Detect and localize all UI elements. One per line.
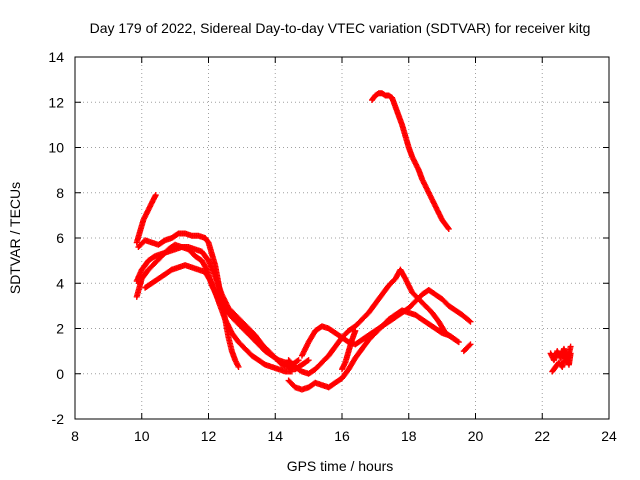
grid	[75, 57, 609, 419]
chart-title: Day 179 of 2022, Sidereal Day-to-day VTE…	[90, 20, 591, 36]
data-point-fill	[444, 224, 451, 231]
y-tick-label: 6	[56, 230, 64, 246]
data-point	[152, 192, 159, 199]
x-tick-label: 8	[71, 428, 79, 444]
x-tick-label: 12	[201, 428, 217, 444]
data-point-fill	[466, 342, 473, 349]
y-tick-label: 14	[48, 49, 64, 65]
data-point	[467, 318, 474, 325]
data-point	[567, 343, 574, 350]
data-point	[467, 341, 474, 348]
series-track-1	[133, 192, 159, 246]
y-tick-label: -2	[52, 411, 65, 427]
plot-frame	[74, 56, 610, 420]
data-points	[133, 90, 574, 393]
data-point	[567, 350, 574, 357]
y-tick-label: 10	[48, 140, 64, 156]
y-tick-label: 12	[48, 94, 64, 110]
data-point	[305, 357, 312, 364]
series-track-10	[369, 90, 452, 232]
data-point-fill	[466, 317, 473, 324]
data-point	[295, 357, 302, 364]
series-track-9	[339, 327, 359, 373]
x-tick-label: 14	[267, 428, 283, 444]
x-tick-label: 24	[601, 428, 617, 444]
x-axis-label: GPS time / hours	[287, 458, 394, 474]
y-tick-label: 4	[56, 275, 64, 291]
data-point-fill	[451, 336, 458, 343]
x-tick-label: 20	[468, 428, 484, 444]
data-point-fill	[294, 357, 301, 364]
data-point	[445, 225, 452, 232]
data-point	[235, 363, 242, 370]
y-axis-label: SDTVAR / TECUs	[7, 182, 23, 294]
data-point	[455, 339, 462, 346]
data-point	[452, 336, 459, 343]
y-tick-label: 8	[56, 185, 64, 201]
series-track-8	[285, 307, 459, 393]
data-point-fill	[304, 357, 311, 364]
series-track-13	[549, 350, 574, 375]
x-tick-label: 22	[534, 428, 550, 444]
x-tick-label: 16	[334, 428, 350, 444]
series-track-5	[142, 262, 295, 375]
y-tick-label: 2	[56, 321, 64, 337]
data-point	[288, 368, 295, 375]
x-tick-label: 18	[401, 428, 417, 444]
data-point	[352, 327, 359, 334]
x-tick-label: 10	[134, 428, 150, 444]
series-track-11	[460, 341, 474, 355]
y-tick-label: 0	[56, 366, 64, 382]
